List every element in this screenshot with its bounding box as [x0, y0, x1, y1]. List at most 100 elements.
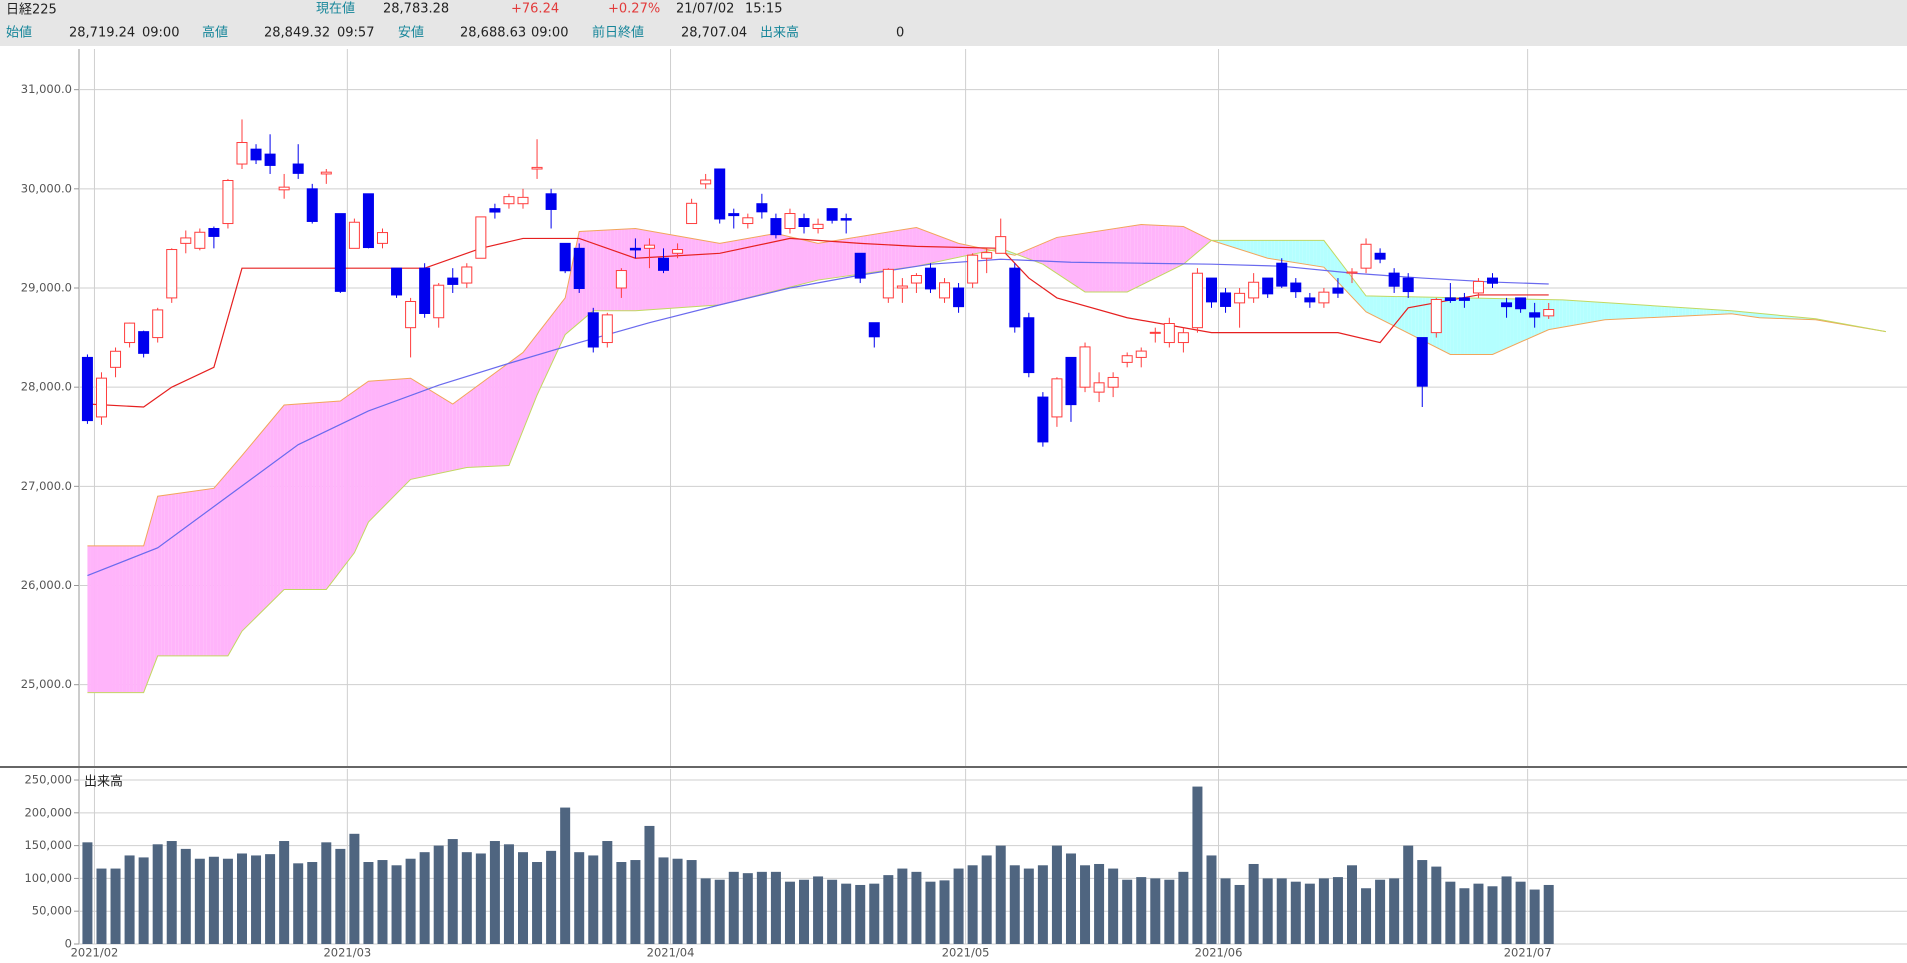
volume-bar — [447, 839, 458, 944]
cloud-fill — [1734, 311, 1739, 315]
cloud-fill — [1710, 309, 1714, 315]
header-title: 日経225 — [6, 3, 57, 18]
cloud-fill — [259, 430, 264, 614]
cloud-fill — [631, 228, 636, 311]
cloud-fill — [544, 320, 548, 380]
cloud-fill — [459, 396, 464, 469]
cloud-fill — [213, 484, 218, 656]
cloud-fill — [530, 338, 534, 413]
cloud-fill — [944, 238, 949, 261]
cloud-fill — [1155, 225, 1159, 279]
cloud-fill — [1640, 304, 1644, 319]
cloud-fill — [1738, 311, 1742, 316]
candle-body — [700, 179, 712, 185]
volume-bar — [869, 883, 880, 944]
cloud-fill — [1046, 240, 1050, 269]
volume-bar — [841, 883, 852, 944]
candle-body — [1487, 277, 1499, 284]
volume-bar — [363, 862, 374, 944]
cloud-fill — [691, 238, 696, 307]
volume-bar — [1445, 881, 1456, 944]
cloud-fill — [1120, 227, 1124, 292]
volume-bar — [672, 858, 683, 944]
candle-body — [166, 249, 178, 299]
cloud-fill — [1267, 240, 1272, 259]
volume-bar — [897, 868, 908, 944]
y-tick-label: 100,000 — [24, 871, 72, 885]
candle-body — [489, 208, 501, 213]
cloud-fill — [252, 438, 257, 621]
volume-bar — [742, 873, 753, 944]
cloud-fill — [161, 495, 165, 656]
cloud-fill — [494, 370, 499, 467]
cloud-fill — [1285, 240, 1289, 262]
cloud-fill — [1102, 229, 1107, 292]
volume-bar — [728, 871, 739, 944]
cloud-fill — [480, 380, 485, 467]
candle-body — [81, 356, 93, 422]
candle-body — [1107, 376, 1119, 388]
cloud-fill — [1158, 225, 1163, 277]
cloud-fill — [1056, 236, 1061, 276]
volume-bar — [1389, 878, 1400, 944]
candle-body — [250, 148, 262, 161]
volume-bar — [138, 857, 149, 944]
cloud-fill — [1741, 311, 1746, 316]
cloud-fill — [491, 373, 495, 467]
x-tick-label: 2021/07 — [1504, 946, 1552, 960]
cloud-fill — [842, 238, 847, 277]
cloud-fill — [1418, 296, 1423, 341]
candle-body — [882, 268, 894, 299]
cloud-fill — [400, 378, 404, 491]
volume-bar — [1192, 786, 1203, 944]
cloud-fill — [1070, 234, 1075, 286]
volume-bar — [1178, 871, 1189, 944]
cloud-fill — [768, 234, 773, 293]
candle-body — [1191, 272, 1203, 329]
cloud-fill — [291, 404, 295, 590]
cloud-fill — [498, 367, 502, 467]
cloud-fill — [1517, 298, 1521, 344]
volume-bar — [588, 855, 599, 944]
volume-bar — [616, 862, 627, 944]
y-tick-label: 30,000.0 — [21, 181, 72, 195]
cloud-fill — [596, 230, 601, 311]
cloud-fill — [747, 237, 752, 298]
volume-bar — [1164, 879, 1175, 944]
header-label: 始値 — [6, 25, 32, 41]
cloud-fill — [628, 228, 632, 311]
cloud-fill — [1450, 297, 1454, 355]
candle-body — [953, 287, 965, 308]
candle-body — [1430, 299, 1442, 334]
cloud-fill — [515, 355, 520, 448]
volume-bar — [939, 880, 950, 944]
cloud-fill — [1576, 300, 1581, 325]
volume-bar — [1361, 888, 1372, 944]
cloud-fill — [1485, 298, 1489, 355]
cloud-fill — [1534, 299, 1539, 336]
cloud-fill — [136, 545, 141, 693]
volume-bar — [686, 860, 697, 944]
cloud-fill — [688, 237, 692, 308]
volume-bar — [251, 855, 262, 944]
candle-body — [1163, 323, 1175, 344]
cloud-fill — [603, 229, 608, 311]
cloud-fill — [1225, 240, 1230, 246]
cloud-fill — [1063, 235, 1068, 281]
volume-bar — [756, 871, 767, 944]
cloud-fill — [1106, 229, 1110, 292]
volume-title: 出来高 — [84, 774, 123, 790]
cloud-fill — [1369, 296, 1374, 316]
volume-bar — [1136, 877, 1147, 944]
candle-body — [1234, 292, 1246, 304]
cloud-fill — [1025, 249, 1029, 259]
cloud-fill — [723, 242, 727, 304]
cloud-fill — [1320, 240, 1324, 268]
volume-bar — [293, 863, 304, 944]
candle-body — [362, 193, 374, 249]
cloud-fill — [1035, 244, 1040, 263]
cloud-fill — [1633, 304, 1637, 319]
volume-bar — [222, 858, 233, 944]
indicator-line — [87, 237, 1549, 408]
